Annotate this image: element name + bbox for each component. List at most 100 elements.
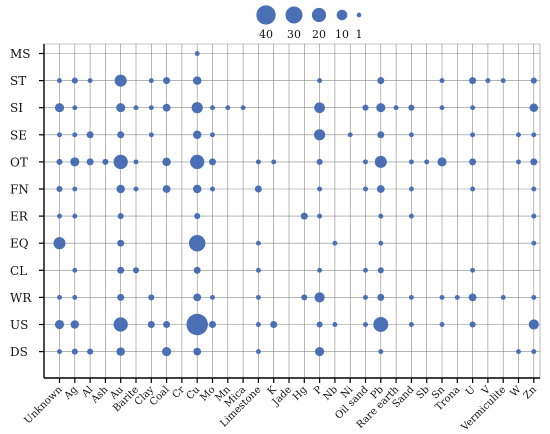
bubble-p-st (317, 78, 323, 84)
bubble-sand-si (408, 104, 415, 111)
bubble-mica-si (240, 105, 246, 111)
bubble-mo-us (208, 320, 217, 329)
bubble-sn-st (439, 78, 445, 84)
bubble-mo-se (210, 132, 215, 138)
bubble-au-ot (113, 154, 128, 170)
legend-label: 30 (287, 28, 301, 41)
bubble-nb-us (332, 322, 338, 327)
bubble-oil-sand-fn (363, 186, 368, 192)
y-tick-label: OT (10, 155, 28, 169)
bubble-p-se (314, 129, 326, 141)
bubble-mo-fn (210, 186, 215, 192)
bubble-cu-st (192, 76, 202, 85)
y-tick-label: MS (10, 47, 31, 61)
y-tick-label: SI (10, 101, 23, 115)
bubble-au-ds (116, 347, 125, 356)
y-tick-label: CL (10, 264, 27, 278)
bubble-zn-si (529, 103, 539, 112)
bubble-trona-wr (454, 294, 460, 300)
y-tick-label: WR (10, 291, 32, 305)
bubble-limestone-ds (255, 349, 261, 355)
bubble-pb-se (377, 131, 385, 139)
bubble-au-si (116, 103, 126, 113)
bubble-cu-se (192, 130, 202, 140)
x-tick-label: Hg (291, 384, 310, 403)
bubble-barite-fn (133, 186, 139, 192)
bubble-oil-sand-si (362, 104, 369, 111)
bubble-ag-cl (72, 267, 78, 273)
x-tick-label: Cr (170, 384, 187, 401)
bubble-ni-se (347, 132, 353, 138)
bubble-unknown-fn (56, 185, 63, 193)
bubble-u-se (470, 132, 476, 138)
bubble-unknown-st (57, 78, 62, 84)
bubble-oil-sand-wr (363, 294, 368, 300)
legend-bubble-30 (285, 6, 303, 24)
bubble-cu-ot (190, 154, 205, 170)
bubble-cu-er (194, 213, 201, 220)
bubbles (53, 51, 539, 357)
x-tick-label: Ag (62, 384, 81, 403)
bubble-u-si (470, 105, 476, 111)
bubble-zn-eq (531, 240, 537, 246)
bubble-al-se (86, 131, 94, 139)
bubble-sand-wr (408, 294, 414, 300)
bubble-limestone-ot (255, 159, 261, 165)
bubble-limestone-us (255, 322, 261, 327)
bubble-ag-er (72, 213, 78, 219)
bubble-oil-sand-cl (363, 267, 368, 273)
bubble-mo-wr (210, 294, 215, 300)
bubble-sand-er (408, 213, 414, 219)
bubble-cu-fn (192, 184, 202, 194)
bubble-zn-us (528, 319, 539, 330)
bubble-u-cl (470, 267, 476, 273)
bubble-unknown-er (57, 213, 62, 219)
bubble-sn-si (439, 105, 445, 111)
x-tick-label: Zn (522, 384, 540, 402)
bubble-clay-se (148, 132, 154, 138)
bubble-mn-si (225, 105, 231, 111)
bubble-w-ot (516, 159, 521, 165)
y-tick-label: DS (10, 345, 28, 359)
bubble-au-st (114, 74, 127, 87)
bubble-zn-wr (531, 294, 537, 300)
legend-label: 1 (356, 28, 363, 41)
bubble-au-er (117, 213, 124, 220)
bubble-au-se (117, 131, 125, 139)
bubble-limestone-fn (254, 185, 262, 193)
bubble-u-ot (469, 158, 477, 166)
bubble-zn-er (531, 213, 537, 219)
bubble-sand-se (408, 132, 414, 138)
bubble-barite-si (133, 105, 139, 111)
legend-bubble-40 (256, 5, 276, 25)
bubble-ag-si (72, 105, 78, 111)
bubble-ag-fn (72, 186, 78, 192)
axes (39, 44, 540, 383)
bubble-unknown-se (57, 132, 62, 138)
bubble-cu-cl (193, 266, 201, 274)
bubble-pb-fn (376, 185, 385, 193)
x-tick-label: Nb (322, 384, 340, 402)
bubble-limestone-cl (255, 267, 261, 273)
bubble-pb-st (377, 77, 385, 85)
bubble-unknown-eq (53, 237, 66, 250)
legend-bubble-20 (311, 7, 327, 23)
bubble-ash-ot (102, 158, 109, 165)
bubble-pb-eq (378, 240, 384, 246)
bubble-ag-ot (70, 157, 80, 167)
bubble-pb-cl (377, 267, 384, 274)
legend-label: 20 (312, 28, 326, 41)
x-tick-label: W (509, 384, 525, 400)
bubble-u-st (469, 77, 477, 85)
bubble-coal-ds (162, 347, 172, 357)
y-tick-label: ER (10, 210, 29, 224)
x-tick-label: U (464, 384, 478, 398)
bubble-coal-fn (162, 185, 171, 193)
bubble-p-ot (316, 158, 323, 165)
bubble-ag-ds (71, 348, 78, 355)
bubble-ag-st (71, 77, 78, 84)
bubble-sand-ot (408, 159, 414, 165)
x-tick-label: Ash (89, 384, 111, 406)
bubble-w-se (516, 132, 521, 138)
